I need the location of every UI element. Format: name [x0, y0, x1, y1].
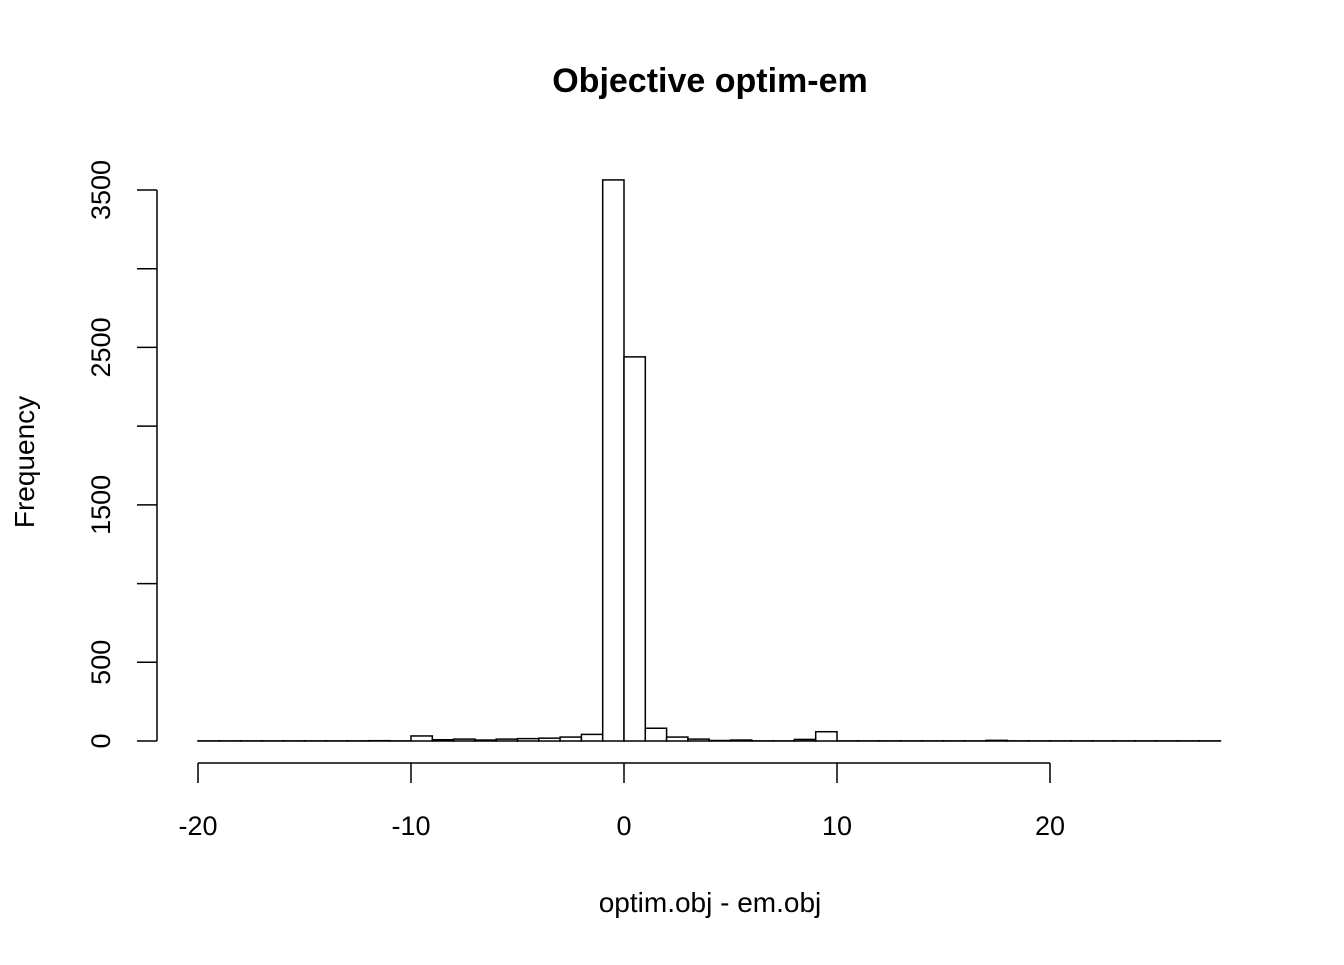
x-tick-label: 20 — [1035, 811, 1065, 841]
x-axis: -20 -10 0 10 20 — [178, 763, 1065, 841]
chart-title: Objective optim-em — [552, 62, 868, 100]
histogram-bar — [667, 737, 688, 741]
histogram-bar — [581, 734, 602, 741]
histogram-bar — [539, 738, 560, 741]
histogram-bar — [624, 357, 645, 741]
histogram-bar — [986, 740, 1007, 741]
histogram-bar — [816, 732, 837, 741]
y-axis-label: Frequency — [9, 396, 40, 528]
histogram-bar — [411, 736, 432, 741]
histogram-bar — [518, 739, 539, 741]
histogram-bar — [496, 739, 517, 741]
y-axis: 0 500 1500 2500 3500 — [86, 160, 157, 749]
histogram-bar — [688, 739, 709, 741]
histogram-bar — [645, 728, 666, 741]
y-tick-label: 3500 — [86, 160, 116, 220]
bars-group — [198, 180, 1220, 741]
histogram-bar — [454, 739, 475, 741]
histogram-bar — [794, 739, 815, 741]
histogram-bar — [475, 740, 496, 741]
y-tick-label: 0 — [86, 733, 116, 748]
histogram-bar — [432, 740, 453, 741]
y-tick-label: 1500 — [86, 475, 116, 535]
histogram-bar — [603, 180, 624, 741]
x-tick-label: -10 — [391, 811, 430, 841]
histogram-bar — [731, 740, 752, 741]
y-tick-label: 500 — [86, 640, 116, 685]
x-axis-label: optim.obj - em.obj — [599, 887, 822, 918]
y-tick-label: 2500 — [86, 317, 116, 377]
histogram-bar — [560, 737, 581, 741]
x-tick-label: 0 — [616, 811, 631, 841]
x-tick-label: 10 — [822, 811, 852, 841]
x-tick-label: -20 — [178, 811, 217, 841]
